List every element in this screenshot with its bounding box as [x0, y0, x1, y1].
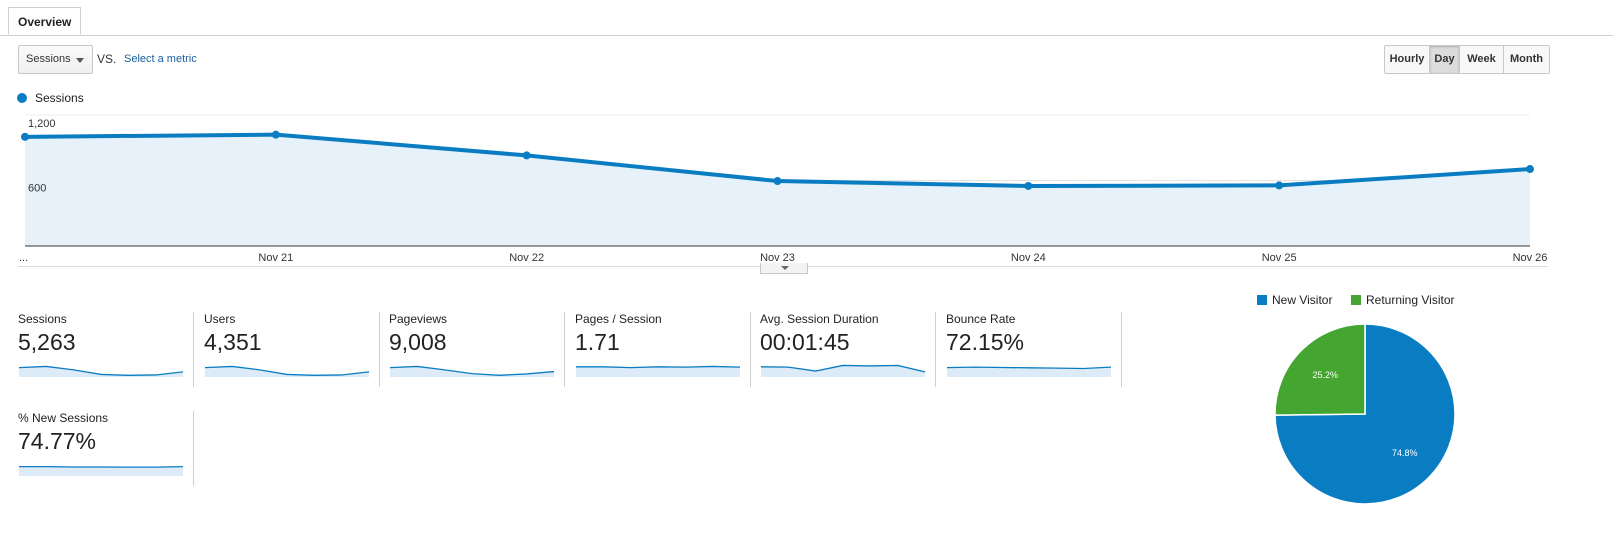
- pie-slice[interactable]: [1274, 323, 1366, 416]
- pie-legend-returning: Returning Visitor: [1351, 293, 1455, 307]
- metric-label: Pages / Session: [575, 312, 662, 326]
- caret-down-icon: [781, 266, 789, 270]
- vs-label: VS.: [97, 52, 117, 66]
- metric-sparkline: [760, 364, 926, 377]
- metric-value: 9,008: [389, 329, 447, 355]
- metric-label: Users: [204, 312, 236, 326]
- sparkline-line: [760, 364, 926, 373]
- new-visitor-label: New Visitor: [1272, 293, 1333, 307]
- week-button[interactable]: Week: [1459, 46, 1503, 73]
- metric-card[interactable]: Users 4,351: [204, 312, 380, 387]
- data-point-1[interactable]: [271, 130, 280, 139]
- sparkline-area: [19, 466, 183, 476]
- sparkline-line: [576, 365, 741, 369]
- data-point-6[interactable]: [1526, 165, 1534, 174]
- x-tick-label: Nov 23: [760, 252, 795, 264]
- sessions-area: [25, 134, 1530, 246]
- metric-dropdown-value: Sessions: [26, 53, 71, 65]
- data-point-2[interactable]: [522, 151, 531, 160]
- returning-visitor-label: Returning Visitor: [1366, 293, 1455, 307]
- metric-card[interactable]: Avg. Session Duration 00:01:45: [760, 312, 936, 387]
- select-metric-link[interactable]: Select a metric: [124, 53, 197, 65]
- pie-slice-label: 25.2%: [1313, 370, 1339, 380]
- sparkline-area: [947, 367, 1111, 377]
- sparkline-line: [389, 365, 555, 376]
- pie-slice-label: 74.8%: [1392, 448, 1418, 458]
- metric-card[interactable]: Pageviews 9,008: [389, 312, 565, 387]
- metric-card[interactable]: % New Sessions 74.77%: [18, 411, 194, 486]
- x-tick-label: Nov 22: [509, 252, 544, 264]
- metric-label: % New Sessions: [18, 411, 109, 425]
- data-point-5[interactable]: [1275, 181, 1284, 190]
- sparkline-line: [19, 465, 184, 468]
- visitor-pie-chart: 74.8% 25.2%: [1274, 323, 1456, 505]
- month-button[interactable]: Month: [1503, 46, 1549, 73]
- sessions-line-chart: 1,200 600... Nov 21 Nov 22 Nov 23 Nov 24 Nov 2…: [19, 114, 1548, 264]
- x-tick-label: Nov 26: [1513, 252, 1548, 264]
- sparkline-line: [18, 365, 184, 376]
- metric-value: 5,263: [18, 329, 76, 355]
- metric-sparkline: [204, 365, 370, 377]
- metric-label: Pageviews: [389, 312, 448, 326]
- metric-label: Sessions: [18, 312, 67, 326]
- metric-sparkline: [576, 365, 741, 377]
- y-tick-label: 600: [28, 183, 46, 195]
- sparkline-area: [761, 365, 925, 377]
- sparkline-line: [946, 366, 1112, 370]
- new-visitor-swatch: [1257, 295, 1267, 305]
- x-tick-label: Nov 21: [258, 252, 293, 264]
- data-point-4[interactable]: [1024, 181, 1033, 190]
- sparkline-area: [205, 366, 369, 377]
- x-tick-label: Nov 24: [1011, 252, 1046, 264]
- metric-sparkline: [389, 365, 555, 377]
- metric-card[interactable]: Bounce Rate 72.15%: [946, 312, 1122, 387]
- x-tick-label: Nov 25: [1262, 252, 1297, 264]
- metric-label: Bounce Rate: [946, 312, 1016, 326]
- sparkline-area: [390, 366, 554, 377]
- metric-value: 1.71: [575, 329, 620, 355]
- metric-sparkline: [946, 366, 1112, 377]
- metric-card[interactable]: Pages / Session 1.71: [575, 312, 751, 387]
- data-point-0[interactable]: [21, 132, 29, 141]
- x-tick-label: ...: [19, 252, 28, 264]
- y-tick-label: 1,200: [28, 118, 56, 130]
- metric-dropdown[interactable]: Sessions: [18, 45, 93, 74]
- sparkline-area: [19, 366, 183, 377]
- chevron-down-icon: [76, 58, 84, 63]
- metric-value: 4,351: [204, 329, 262, 355]
- metric-label: Avg. Session Duration: [760, 312, 879, 326]
- metric-value: 74.77%: [18, 428, 97, 454]
- metric-sparkline: [19, 465, 184, 476]
- pie-legend-new: New Visitor: [1257, 293, 1332, 307]
- metric-sparkline: [18, 365, 184, 377]
- metric-card[interactable]: Sessions 5,263: [18, 312, 194, 387]
- returning-visitor-swatch: [1351, 295, 1361, 305]
- sessions-legend-label: Sessions: [35, 91, 84, 105]
- hourly-button[interactable]: Hourly: [1385, 46, 1429, 73]
- tab-bar: Overview: [0, 0, 1613, 36]
- sparkline-line: [204, 365, 370, 376]
- sparkline-area: [576, 366, 740, 377]
- sessions-legend-swatch: [17, 93, 27, 103]
- metric-value: 72.15%: [946, 329, 1025, 355]
- day-button[interactable]: Day: [1429, 46, 1459, 73]
- chart-resize-handle[interactable]: [760, 263, 808, 274]
- metric-value: 00:01:45: [760, 329, 850, 355]
- data-point-3[interactable]: [773, 177, 782, 186]
- tab-overview[interactable]: Overview: [8, 7, 82, 35]
- period-selector: Hourly Day Week Month: [1384, 45, 1550, 74]
